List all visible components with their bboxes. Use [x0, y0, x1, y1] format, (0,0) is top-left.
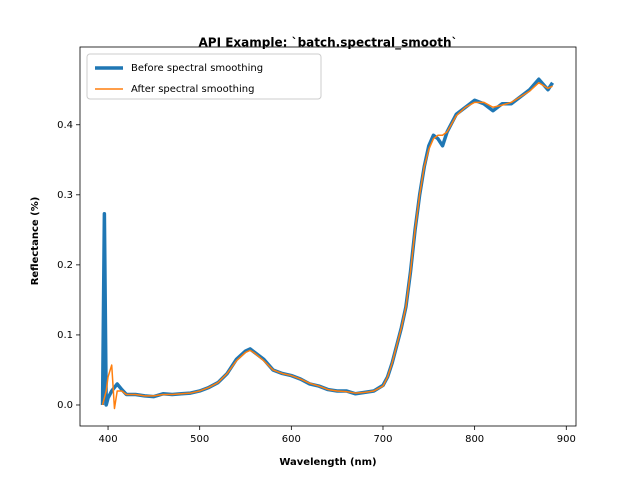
data-line [100, 77, 555, 407]
y-tick-label: 0.0 [57, 400, 73, 411]
y-axis-label: Reflectance (%) [30, 197, 41, 286]
x-tick-label: 400 [98, 434, 117, 445]
x-axis-label: Wavelength (nm) [279, 457, 376, 468]
x-tick-label: 600 [282, 434, 301, 445]
x-tick-label: 500 [190, 434, 209, 445]
data-line [101, 81, 553, 410]
x-tick-label: 900 [557, 434, 576, 445]
y-tick-label: 0.3 [57, 190, 73, 201]
legend-box [86, 53, 322, 100]
legend-label: After spectral smoothing [131, 84, 254, 95]
y-tick-label: 0.4 [57, 120, 73, 131]
x-tick-label: 700 [373, 434, 392, 445]
legend-label: Before spectral smoothing [131, 63, 263, 74]
x-tick-label: 800 [465, 434, 484, 445]
chart-title: API Example: `batch.spectral_smooth` [199, 36, 458, 51]
y-tick-label: 0.2 [57, 260, 73, 271]
y-tick-label: 0.1 [57, 330, 73, 341]
axes-frame [79, 46, 577, 427]
